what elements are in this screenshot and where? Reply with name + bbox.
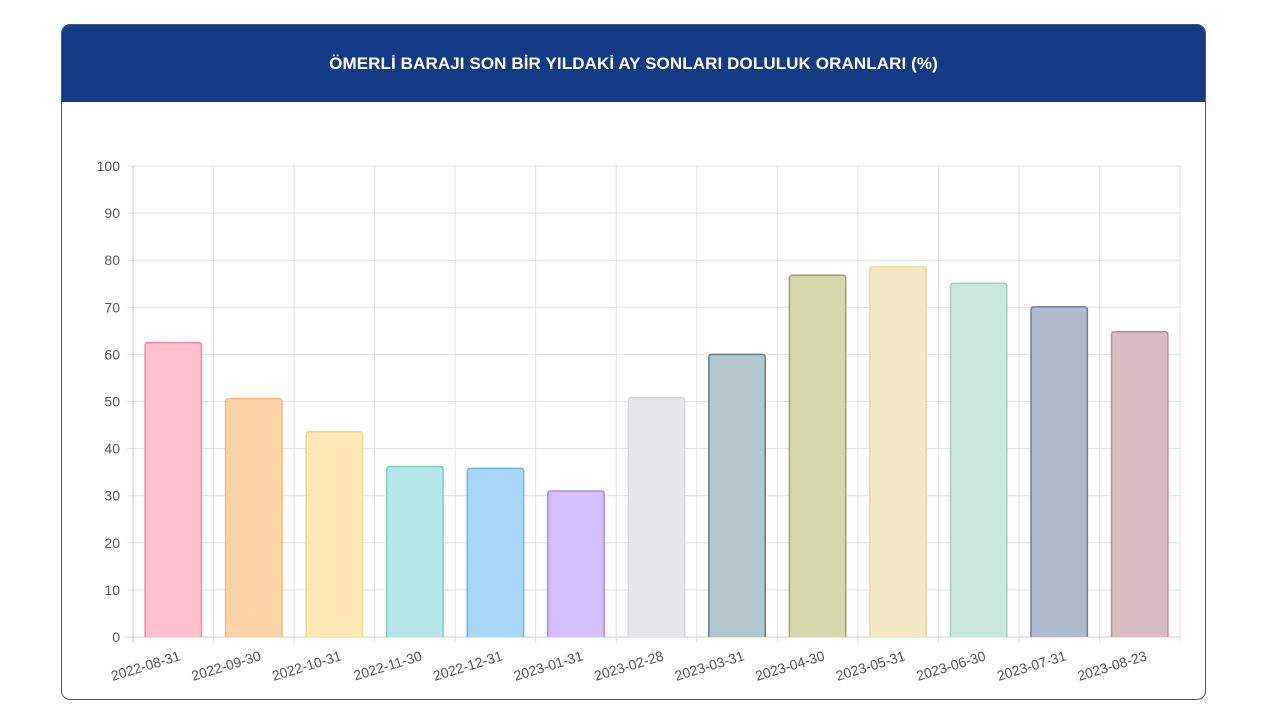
grid-layer xyxy=(127,165,1181,643)
bar-2022-11-30[interactable] xyxy=(385,465,444,637)
bar-2023-05-31[interactable] xyxy=(869,266,928,637)
bar-2023-02-28[interactable] xyxy=(627,396,686,637)
bar-2023-01-31[interactable] xyxy=(547,490,605,637)
y-tick-label: 10 xyxy=(104,582,120,598)
y-tick-label: 70 xyxy=(104,299,120,315)
y-tick-label: 60 xyxy=(104,346,120,362)
x-tick-label: 2022-11-30 xyxy=(352,648,424,684)
bar-2022-10-31[interactable] xyxy=(305,430,364,637)
x-tick-label: 2022-08-31 xyxy=(109,648,182,684)
x-tick-label: 2023-07-31 xyxy=(995,648,1068,684)
x-tick-label: 2022-09-30 xyxy=(190,648,263,684)
bar-2022-09-30[interactable] xyxy=(224,397,283,637)
bar-2023-06-30[interactable] xyxy=(949,282,1008,637)
y-tick-label: 0 xyxy=(112,629,120,645)
y-tick-label: 80 xyxy=(104,252,120,268)
x-tick-label: 2023-03-31 xyxy=(673,648,746,684)
y-axis-ticks: 0 10 20 30 40 50 60 70 80 90 100 xyxy=(97,158,121,645)
x-tick-label: 2022-12-31 xyxy=(431,648,504,684)
x-tick-label: 2023-01-31 xyxy=(512,648,585,684)
x-tick-label: 2023-05-31 xyxy=(834,648,907,684)
y-tick-label: 20 xyxy=(104,535,120,551)
x-tick-label: 2023-02-28 xyxy=(592,648,665,684)
bar-2023-08-23[interactable] xyxy=(1110,331,1169,637)
bar-2023-04-30[interactable] xyxy=(788,274,847,637)
chart-title: ÖMERLİ BARAJI SON BİR YILDAKİ AY SONLARI… xyxy=(329,53,938,73)
y-tick-label: 50 xyxy=(104,394,120,410)
bar-2022-08-31[interactable] xyxy=(144,341,203,637)
bar-layer xyxy=(144,266,1169,637)
x-tick-label: 2023-04-30 xyxy=(753,648,826,684)
x-tick-label: 2023-06-30 xyxy=(914,648,987,684)
y-tick-label: 40 xyxy=(104,441,120,457)
chart-card: ÖMERLİ BARAJI SON BİR YILDAKİ AY SONLARI… xyxy=(61,24,1206,700)
x-axis-ticks: 2022-08-31 2022-09-30 2022-10-31 2022-11-30… xyxy=(109,648,1149,684)
y-tick-label: 100 xyxy=(97,158,121,174)
y-tick-label: 90 xyxy=(104,205,120,221)
x-tick-label: 2023-08-23 xyxy=(1075,648,1148,684)
bar-2022-12-31[interactable] xyxy=(466,467,525,637)
y-tick-label: 30 xyxy=(104,488,120,504)
chart-header: ÖMERLİ BARAJI SON BİR YILDAKİ AY SONLARI… xyxy=(62,25,1205,102)
bar-chart: 0 10 20 30 40 50 60 70 80 90 100 2022-08-31 2022-09… xyxy=(97,158,1181,684)
x-tick-label: 2022-10-31 xyxy=(270,648,343,684)
bar-2023-07-31[interactable] xyxy=(1030,306,1089,637)
bar-2023-03-31[interactable] xyxy=(708,353,766,637)
